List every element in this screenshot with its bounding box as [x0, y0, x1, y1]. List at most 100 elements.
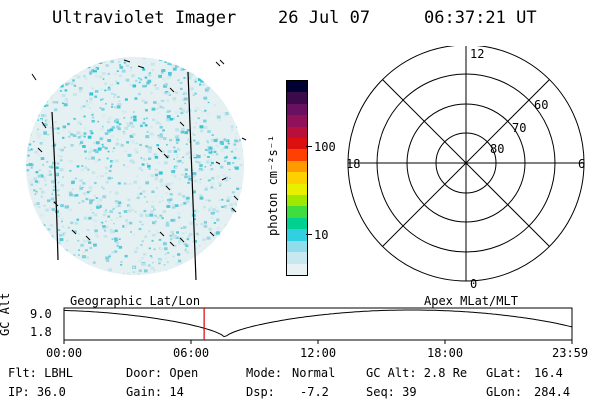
- emission-pixel: [158, 261, 160, 264]
- emission-pixel: [37, 148, 40, 151]
- emission-pixel: [110, 231, 113, 234]
- emission-pixel: [47, 66, 50, 69]
- emission-pixel: [107, 150, 110, 153]
- emission-pixel: [167, 198, 170, 202]
- emission-pixel: [146, 81, 150, 85]
- emission-pixel: [35, 184, 38, 187]
- emission-pixel: [34, 85, 39, 88]
- emission-pixel: [164, 184, 168, 187]
- emission-pixel: [91, 156, 95, 160]
- emission-pixel: [118, 129, 122, 132]
- emission-pixel: [98, 158, 101, 161]
- coastline-segment: [169, 87, 175, 93]
- polar-diagonal-2: [382, 79, 550, 247]
- emission-pixel: [115, 205, 118, 208]
- emission-pixel: [139, 212, 143, 215]
- coastline-segment: [215, 161, 221, 165]
- emission-pixel: [37, 67, 40, 69]
- emission-pixel: [191, 268, 195, 272]
- polar-mlt-plot[interactable]: 12 0 18 6 60 70 80: [338, 46, 600, 292]
- emission-pixel: [57, 162, 60, 165]
- emission-pixel: [214, 188, 217, 191]
- emission-pixel: [114, 191, 119, 195]
- emission-pixel: [118, 123, 122, 126]
- emission-pixel: [222, 147, 225, 149]
- emission-pixel: [135, 79, 138, 82]
- emission-pixel: [95, 149, 99, 152]
- emission-pixel: [206, 140, 209, 143]
- emission-pixel: [57, 194, 60, 196]
- emission-pixel: [243, 213, 244, 216]
- emission-pixel: [54, 79, 58, 83]
- emission-pixel: [57, 189, 60, 192]
- emission-pixel: [110, 164, 113, 167]
- emission-pixel: [115, 80, 118, 83]
- emission-pixel: [35, 171, 39, 174]
- emission-pixel: [204, 109, 207, 112]
- emission-pixel: [236, 225, 241, 229]
- emission-pixel: [99, 127, 104, 131]
- emission-pixel: [161, 217, 164, 220]
- emission-pixel: [44, 183, 47, 186]
- coastline-segment: [41, 121, 47, 129]
- emission-pixel: [101, 76, 105, 79]
- emission-pixel: [93, 195, 96, 197]
- emission-pixel: [216, 218, 220, 222]
- emission-pixel: [240, 101, 243, 103]
- emission-pixel: [175, 236, 179, 239]
- emission-pixel: [180, 130, 185, 134]
- emission-pixel: [184, 175, 188, 179]
- emission-pixel: [148, 230, 151, 233]
- emission-pixel: [49, 89, 53, 93]
- emission-pixel: [203, 65, 208, 69]
- emission-pixel: [150, 174, 154, 177]
- emission-pixel: [243, 227, 244, 229]
- emission-pixel: [187, 181, 190, 184]
- emission-pixel: [37, 133, 41, 137]
- timeline-plot[interactable]: [60, 306, 578, 346]
- emission-pixel: [76, 218, 80, 221]
- emission-pixel: [40, 237, 43, 240]
- uv-image-disk[interactable]: [20, 52, 250, 284]
- emission-pixel: [233, 202, 237, 205]
- emission-pixel: [121, 202, 124, 204]
- emission-pixel: [81, 165, 84, 167]
- emission-pixel: [30, 167, 33, 169]
- emission-pixel: [193, 134, 196, 136]
- emission-pixel: [118, 238, 121, 240]
- emission-pixel: [100, 98, 103, 101]
- emission-pixel: [83, 75, 86, 77]
- seq-info: Seq: 39: [366, 385, 417, 399]
- emission-pixel: [33, 81, 37, 84]
- emission-pixel: [85, 249, 88, 252]
- emission-pixel: [142, 190, 146, 193]
- emission-pixel: [63, 61, 66, 63]
- emission-pixel: [72, 79, 75, 82]
- emission-pixel: [140, 244, 143, 246]
- emission-pixel: [185, 173, 188, 175]
- emission-pixel: [149, 132, 153, 135]
- emission-pixel: [159, 59, 163, 63]
- emission-pixel: [136, 193, 140, 196]
- emission-pixel: [80, 134, 83, 137]
- emission-pixel: [242, 225, 244, 228]
- emission-pixel: [193, 126, 196, 129]
- emission-pixel: [221, 236, 225, 239]
- emission-pixel: [90, 209, 93, 211]
- emission-pixel: [198, 169, 202, 172]
- emission-pixel: [218, 57, 222, 60]
- emission-pixel: [231, 226, 235, 229]
- emission-pixel: [243, 185, 244, 188]
- emission-pixel: [238, 126, 242, 129]
- emission-pixel: [105, 259, 110, 262]
- emission-pixel: [243, 105, 244, 108]
- emission-pixel: [37, 128, 39, 131]
- emission-pixel: [50, 235, 54, 239]
- emission-pixel: [33, 177, 38, 181]
- mlt-label-0: 0: [470, 277, 477, 291]
- emission-pixel: [220, 149, 225, 153]
- emission-pixel: [158, 262, 161, 265]
- emission-pixel: [172, 233, 174, 235]
- emission-pixel: [157, 136, 160, 138]
- emission-pixel: [104, 174, 107, 176]
